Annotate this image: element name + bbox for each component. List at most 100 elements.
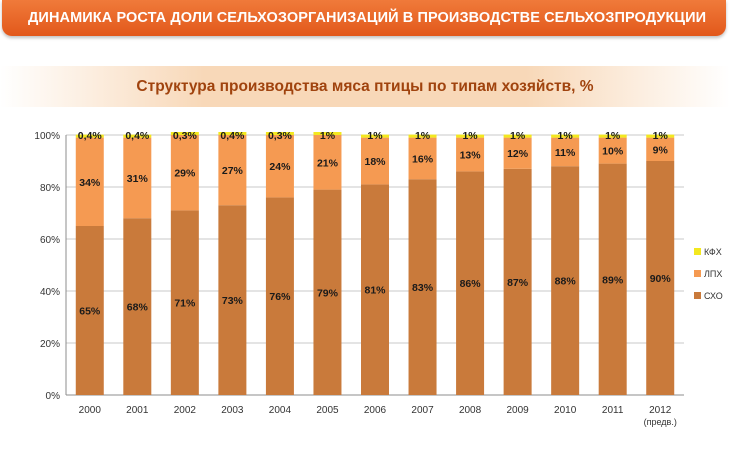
data-label: 90% bbox=[650, 273, 672, 285]
bar-segment bbox=[265, 132, 294, 135]
y-tick-label: 40% bbox=[40, 287, 60, 298]
bar-segment bbox=[313, 189, 342, 395]
x-tick-note: (предв.) bbox=[644, 417, 677, 427]
bar-segment bbox=[218, 205, 247, 395]
bar-segment bbox=[551, 134, 580, 138]
bar-segment bbox=[646, 134, 675, 138]
data-label: 0,3% bbox=[173, 130, 198, 142]
bar-segment bbox=[265, 135, 294, 198]
data-label: 13% bbox=[460, 150, 482, 162]
data-label: 0,4% bbox=[220, 130, 245, 142]
data-label: 31% bbox=[127, 173, 149, 185]
data-label: 0,3% bbox=[268, 130, 293, 142]
bar-segment bbox=[265, 197, 294, 395]
legend-swatch bbox=[694, 248, 701, 255]
bar-segment bbox=[218, 135, 247, 206]
data-label: 10% bbox=[602, 146, 624, 158]
data-label: 12% bbox=[507, 148, 529, 160]
data-label: 1% bbox=[462, 130, 478, 142]
data-label: 79% bbox=[317, 287, 339, 299]
data-label: 1% bbox=[367, 130, 383, 142]
bar-segment bbox=[313, 132, 342, 135]
data-label: 9% bbox=[653, 144, 669, 156]
bar-segment bbox=[646, 161, 675, 395]
x-tick-label: 2000 bbox=[79, 405, 102, 416]
legend-label: КФХ bbox=[704, 247, 722, 257]
bar-segment bbox=[170, 132, 199, 135]
bar-segment bbox=[361, 137, 389, 185]
y-tick-label: 80% bbox=[40, 183, 60, 194]
bar-segment bbox=[408, 137, 437, 180]
bar-segment bbox=[408, 179, 437, 395]
bar-segment bbox=[123, 134, 152, 138]
bar-segment bbox=[75, 134, 104, 138]
x-tick-label: 2003 bbox=[221, 405, 244, 416]
data-label: 88% bbox=[555, 276, 577, 288]
bar-segment bbox=[456, 171, 485, 395]
chart-title: Структура производства мяса птицы по тип… bbox=[136, 78, 594, 95]
y-tick-label: 20% bbox=[40, 339, 60, 350]
data-label: 1% bbox=[320, 130, 336, 142]
x-tick-label: 2006 bbox=[364, 405, 387, 416]
data-label: 29% bbox=[174, 168, 196, 180]
legend-label: СХО bbox=[704, 291, 723, 301]
data-label: 1% bbox=[605, 130, 621, 142]
bar-segment bbox=[456, 134, 485, 138]
data-label: 89% bbox=[602, 274, 624, 286]
x-tick-label: 2011 bbox=[602, 405, 624, 416]
x-tick-label: 2012 bbox=[649, 405, 672, 416]
data-label: 1% bbox=[558, 130, 574, 142]
data-label: 34% bbox=[79, 177, 101, 189]
bar-segment bbox=[551, 166, 580, 395]
bar-segment bbox=[598, 137, 627, 164]
data-label: 83% bbox=[412, 282, 434, 294]
data-label: 73% bbox=[222, 295, 244, 307]
bar-segment bbox=[170, 135, 199, 211]
data-label: 71% bbox=[174, 298, 196, 310]
bar-segment bbox=[503, 137, 532, 169]
data-label: 76% bbox=[269, 291, 291, 303]
y-tick-label: 60% bbox=[40, 235, 60, 246]
data-label: 0,4% bbox=[125, 130, 150, 142]
x-tick-label: 2009 bbox=[506, 405, 529, 416]
bar-segment bbox=[218, 132, 247, 135]
legend-swatch bbox=[694, 270, 701, 277]
bar-segment bbox=[503, 134, 532, 138]
y-tick-label: 0% bbox=[46, 391, 61, 402]
subtitle-band bbox=[0, 66, 730, 107]
bar-segment bbox=[75, 226, 104, 395]
bar-segment bbox=[456, 137, 485, 172]
x-tick-label: 2002 bbox=[174, 405, 197, 416]
legend-label: ЛПХ bbox=[704, 269, 722, 279]
data-label: 87% bbox=[507, 277, 529, 289]
x-tick-label: 2004 bbox=[269, 405, 292, 416]
x-tick-label: 2001 bbox=[126, 405, 149, 416]
data-label: 24% bbox=[269, 161, 291, 173]
bar-segment bbox=[408, 134, 437, 138]
header-banner: ДИНАМИКА РОСТА ДОЛИ СЕЛЬХОЗОРГАНИЗАЦИЙ В… bbox=[2, 0, 726, 36]
bar-segment bbox=[123, 218, 152, 395]
x-tick-label: 2008 bbox=[459, 405, 482, 416]
data-label: 1% bbox=[415, 130, 431, 142]
bar-segment bbox=[598, 134, 627, 138]
x-tick-label: 2005 bbox=[316, 405, 339, 416]
data-label: 65% bbox=[79, 306, 101, 318]
bar-segment bbox=[313, 135, 342, 190]
bar-segment bbox=[170, 210, 199, 395]
bar-segment bbox=[503, 168, 532, 395]
bar-segment bbox=[361, 184, 389, 395]
data-label: 21% bbox=[317, 157, 339, 169]
legend-swatch bbox=[694, 292, 701, 299]
data-label: 16% bbox=[412, 153, 434, 165]
data-label: 68% bbox=[127, 302, 149, 314]
data-label: 1% bbox=[510, 130, 526, 142]
data-label: 18% bbox=[364, 156, 386, 168]
page-title: ДИНАМИКА РОСТА ДОЛИ СЕЛЬХОЗОРГАНИЗАЦИЙ В… bbox=[28, 10, 707, 26]
bar-segment bbox=[598, 163, 627, 395]
bar-segment bbox=[123, 137, 152, 219]
data-label: 27% bbox=[222, 165, 244, 177]
bar-segment bbox=[75, 137, 104, 226]
bar-segment bbox=[551, 137, 580, 167]
bar-segment bbox=[361, 134, 389, 138]
